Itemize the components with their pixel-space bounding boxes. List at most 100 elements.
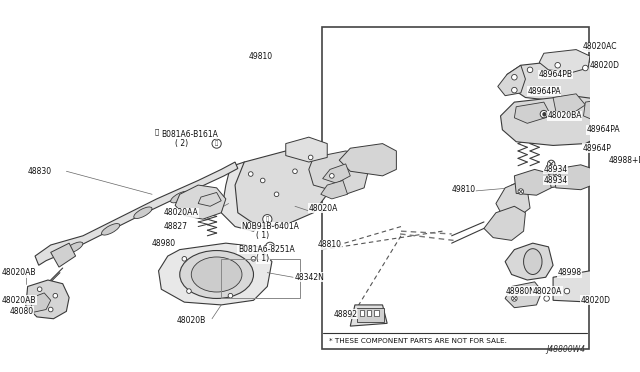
Text: Ⓝ: Ⓝ (266, 217, 269, 222)
Polygon shape (26, 280, 69, 319)
Text: ( 1): ( 1) (256, 231, 269, 240)
Polygon shape (584, 99, 609, 121)
Text: 48020AA: 48020AA (164, 208, 199, 217)
Polygon shape (175, 185, 226, 219)
Ellipse shape (65, 242, 83, 254)
Circle shape (511, 296, 517, 301)
Circle shape (627, 74, 632, 80)
Text: ●: ● (541, 112, 546, 116)
Bar (374, 310, 379, 316)
Text: 48020D: 48020D (590, 61, 620, 70)
Circle shape (262, 215, 272, 224)
Circle shape (582, 65, 588, 71)
Circle shape (274, 192, 279, 196)
Text: 48934: 48934 (544, 165, 568, 174)
Circle shape (518, 189, 524, 194)
Text: 48964PA: 48964PA (527, 87, 561, 96)
Circle shape (598, 171, 604, 177)
Circle shape (617, 84, 622, 89)
Bar (356, 308, 385, 323)
Text: 48342N: 48342N (295, 273, 325, 282)
Circle shape (527, 67, 532, 73)
Polygon shape (553, 271, 609, 302)
Text: 48998: 48998 (557, 268, 582, 277)
Text: N0B91B-6401A: N0B91B-6401A (241, 222, 300, 231)
Circle shape (212, 139, 221, 148)
Polygon shape (597, 164, 640, 188)
Circle shape (615, 78, 620, 84)
Text: J48800W4: J48800W4 (546, 345, 585, 354)
Text: 48020AC: 48020AC (582, 42, 617, 51)
Circle shape (622, 67, 628, 73)
Polygon shape (198, 192, 221, 206)
Polygon shape (553, 165, 597, 190)
Text: 48020BA: 48020BA (548, 112, 582, 121)
Polygon shape (29, 293, 51, 312)
Text: ( 2): ( 2) (175, 139, 188, 148)
Text: * THESE COMPONENT PARTS ARE NOT FOR SALE.: * THESE COMPONENT PARTS ARE NOT FOR SALE… (329, 338, 507, 344)
Text: 49810: 49810 (452, 185, 476, 194)
Circle shape (555, 62, 561, 68)
Circle shape (260, 178, 265, 183)
Circle shape (330, 174, 334, 178)
Text: 48934: 48934 (544, 176, 568, 185)
Polygon shape (505, 243, 553, 280)
Ellipse shape (102, 224, 120, 235)
Polygon shape (321, 180, 348, 199)
Circle shape (548, 160, 555, 167)
Polygon shape (159, 243, 272, 305)
Text: 48980N: 48980N (505, 286, 535, 296)
Text: 48810: 48810 (318, 240, 342, 250)
Circle shape (632, 56, 637, 61)
Polygon shape (496, 182, 530, 217)
Text: 48964PB: 48964PB (538, 70, 572, 79)
Polygon shape (323, 164, 350, 183)
Ellipse shape (171, 191, 189, 203)
Polygon shape (285, 137, 327, 162)
Circle shape (182, 257, 187, 261)
Polygon shape (51, 243, 76, 267)
Circle shape (37, 287, 42, 292)
Circle shape (544, 296, 549, 301)
Polygon shape (505, 282, 542, 308)
Circle shape (187, 289, 191, 294)
Polygon shape (515, 102, 551, 123)
Text: B081A6-B161A: B081A6-B161A (161, 130, 218, 139)
Text: 48980: 48980 (152, 239, 176, 248)
Circle shape (292, 169, 297, 174)
Text: 48020AB: 48020AB (2, 268, 36, 277)
Text: 48830: 48830 (28, 167, 52, 176)
Circle shape (638, 173, 640, 179)
Circle shape (601, 72, 607, 77)
Circle shape (540, 110, 548, 118)
Text: 48020B: 48020B (177, 316, 206, 325)
Bar (367, 310, 371, 316)
Circle shape (511, 74, 517, 80)
Polygon shape (498, 65, 525, 96)
Circle shape (266, 242, 275, 251)
Polygon shape (309, 151, 369, 194)
Polygon shape (511, 167, 640, 197)
Circle shape (251, 257, 256, 261)
Text: 48964P: 48964P (582, 144, 611, 153)
Circle shape (555, 173, 561, 179)
Circle shape (228, 294, 233, 298)
Circle shape (248, 172, 253, 176)
Polygon shape (484, 206, 525, 240)
Circle shape (49, 307, 53, 312)
Polygon shape (221, 162, 268, 231)
Ellipse shape (191, 257, 242, 292)
Text: ( 1): ( 1) (256, 254, 269, 263)
Text: 48892: 48892 (333, 310, 358, 319)
Text: B081A6-8251A: B081A6-8251A (238, 245, 294, 254)
Text: 48964PA: 48964PA (586, 125, 620, 134)
Polygon shape (350, 305, 387, 326)
Text: 48020D: 48020D (580, 296, 611, 305)
Polygon shape (500, 96, 609, 145)
Text: 48020AB: 48020AB (2, 296, 36, 305)
Polygon shape (616, 68, 636, 93)
Text: Ⓑ: Ⓑ (215, 141, 218, 147)
Text: Ⓑ: Ⓑ (155, 128, 159, 135)
Ellipse shape (524, 249, 542, 275)
Polygon shape (540, 49, 590, 73)
